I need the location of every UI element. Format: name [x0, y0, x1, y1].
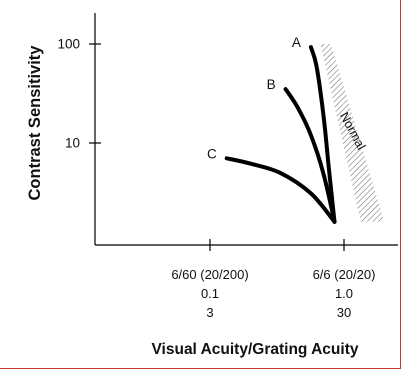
x-axis-label: Visual Acuity/Grating Acuity — [151, 341, 358, 358]
x-tick-label: 30 — [337, 305, 351, 320]
curve-label-a: A — [292, 35, 301, 50]
x-tick-label: 0.1 — [201, 286, 219, 301]
x-tick-label: 3 — [206, 305, 213, 320]
curve-a — [308, 45, 337, 224]
curve-c — [224, 156, 337, 224]
y-tick-label: 100 — [57, 37, 80, 52]
x-tick-label: 1.0 — [335, 286, 353, 301]
y-axis-label: Contrast Sensitivity — [26, 45, 44, 201]
normal-region — [320, 44, 385, 222]
curve-b — [283, 87, 337, 224]
curve-label-b: B — [267, 77, 276, 92]
x-tick-label: 6/6 (20/20) — [313, 267, 376, 282]
y-tick-label: 10 — [65, 136, 80, 151]
curve-label-c: C — [207, 146, 217, 161]
x-tick-label: 6/60 (20/200) — [171, 267, 248, 282]
